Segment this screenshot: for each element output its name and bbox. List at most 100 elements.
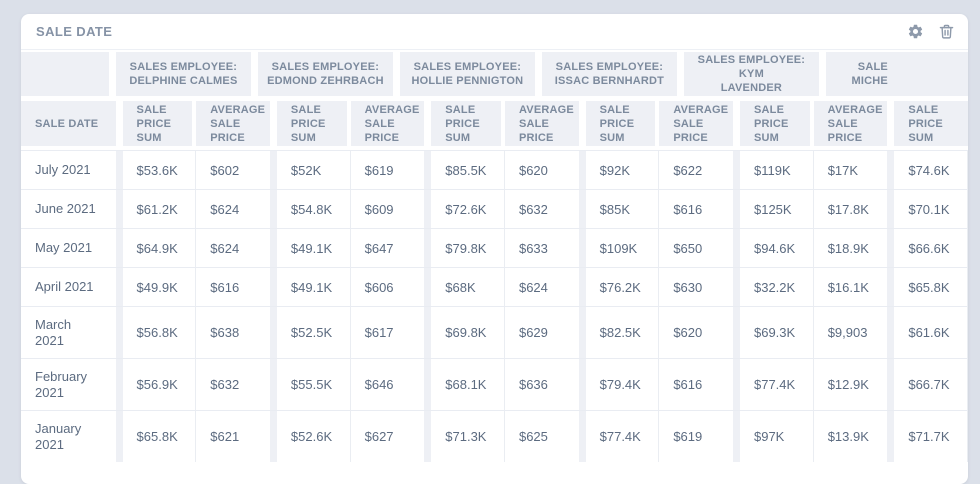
group-header: SALES EMPLOYEE: ISSAC BERNHARDT — [541, 52, 678, 96]
average-sale-price-cell: $616 — [210, 279, 240, 295]
column-gutter — [424, 151, 432, 189]
sale-price-sum-cell: $61.6K — [894, 307, 968, 358]
sale-price-sum-cell: $74.6K — [894, 151, 968, 189]
table-row: July 2021 $53.6K $602 $52K $619 $85.5K $620 $92… — [21, 150, 968, 189]
sale-price-sum-cell: $125K — [740, 190, 814, 228]
average-sale-price-cell: $12.9K — [827, 377, 869, 392]
group-header: SALES EMPLOYEE: KYM LAVENDER — [683, 52, 820, 96]
average-sale-price-cell: $617 — [364, 325, 394, 340]
average-sale-price-cell: $636 — [518, 377, 548, 392]
pivot-table-widget: SALE DATE SALES EMPLOYEE: DELPHINE CALME… — [21, 14, 968, 484]
sale-price-sum-cell: $97K — [740, 411, 814, 462]
sale-price-sum-cell: $82.5K — [586, 307, 660, 358]
sale-price-sum-cell: $68.1K — [431, 359, 505, 410]
sale-date-cell: May 2021 — [35, 240, 93, 255]
sale-price-sum-cell: $69.3K — [740, 307, 814, 358]
sale-price-sum-cell: $32.2K — [740, 268, 814, 306]
column-gutter — [424, 411, 432, 462]
table-row: May 2021 $64.9K $624 $49.1K $647 $79.8K $633 $1… — [21, 228, 968, 267]
average-sale-price-cell: $16.1K — [827, 279, 869, 295]
sale-price-sum-cell: $65.8K — [123, 411, 197, 462]
widget-titlebar: SALE DATE — [21, 14, 968, 50]
average-sale-price-cell: $17.8K — [827, 201, 869, 217]
column-gutter — [578, 190, 586, 228]
sale-price-sum-cell: $92K — [586, 151, 660, 189]
average-sale-price-header: AVERAGE SALE PRICE — [659, 101, 733, 146]
average-sale-price-cell: $646 — [364, 377, 394, 392]
average-sale-price-cell: $616 — [673, 201, 703, 217]
sale-price-sum-cell: $71.7K — [894, 411, 968, 462]
sale-price-sum-cell: $71.3K — [431, 411, 505, 462]
sale-date-cell: January 2021 — [35, 420, 82, 452]
column-gutter — [115, 359, 123, 410]
sale-price-sum-cell: $109K — [586, 229, 660, 267]
average-sale-price-cell: $619 — [673, 429, 703, 444]
sale-price-sum-cell: $53.6K — [123, 151, 197, 189]
average-sale-price-cell: $620 — [518, 162, 548, 178]
column-gutter — [269, 307, 277, 358]
sale-price-sum-header: SALE PRICE SUM — [431, 101, 505, 146]
sale-price-sum-cell: $56.8K — [123, 307, 197, 358]
sale-price-sum-cell: $52.5K — [277, 307, 351, 358]
sale-price-sum-cell: $77.4K — [740, 359, 814, 410]
average-sale-price-cell: $18.9K — [827, 240, 869, 256]
group-header: SALE MICHE — [825, 52, 968, 96]
trash-icon[interactable] — [937, 23, 955, 41]
column-gutter — [887, 229, 895, 267]
sale-price-sum-cell: $72.6K — [431, 190, 505, 228]
average-sale-price-cell: $609 — [364, 201, 394, 217]
average-sale-price-cell: $627 — [364, 429, 394, 444]
column-gutter — [887, 151, 895, 189]
sale-date-cell: March 2021 — [35, 316, 72, 348]
column-gutter — [424, 307, 432, 358]
average-sale-price-cell: $624 — [210, 240, 240, 256]
average-sale-price-cell: $616 — [673, 377, 703, 392]
sale-price-sum-header: SALE PRICE SUM — [739, 101, 814, 146]
average-sale-price-cell: $632 — [518, 201, 548, 217]
widget-title: SALE DATE — [36, 24, 113, 39]
sale-price-sum-cell: $52.6K — [277, 411, 351, 462]
average-sale-price-cell: $624 — [210, 201, 240, 217]
column-gutter — [116, 101, 123, 146]
sale-price-sum-header: SALE PRICE SUM — [585, 101, 660, 146]
column-gutter — [578, 411, 586, 462]
column-gutter — [579, 101, 586, 146]
sale-price-sum-header: SALE PRICE SUM — [122, 101, 197, 146]
sale-price-sum-cell: $94.6K — [740, 229, 814, 267]
sale-price-sum-header: SALE PRICE SUM — [894, 101, 968, 146]
sale-price-sum-cell: $66.7K — [894, 359, 968, 410]
sale-date-cell: April 2021 — [35, 279, 94, 294]
average-sale-price-cell: $638 — [210, 325, 240, 340]
sale-price-sum-cell: $49.1K — [277, 268, 351, 306]
column-gutter — [269, 190, 277, 228]
column-gutter — [115, 411, 123, 462]
column-headers-row: SALE DATE SALE PRICE SUM AVERAGE SALE PRIC… — [21, 101, 968, 146]
column-gutter — [270, 101, 277, 146]
column-gutter — [887, 359, 895, 410]
dashboard-canvas: { "colors": { "page_bg": "#dbe0e9", "car… — [21, 14, 968, 484]
column-gutter — [887, 268, 895, 306]
sale-date-cell: February 2021 — [35, 368, 88, 400]
average-sale-price-cell: $622 — [673, 162, 703, 178]
sale-price-sum-cell: $85.5K — [431, 151, 505, 189]
column-groups-row: SALES EMPLOYEE: DELPHINE CALMES SALES EMP… — [21, 52, 968, 96]
sale-price-sum-header: SALE PRICE SUM — [276, 101, 351, 146]
column-gutter — [733, 190, 740, 228]
table-row: January 2021 $65.8K $621 $52.6K $627 $71.3K $6… — [21, 410, 968, 462]
column-gutter — [115, 268, 123, 306]
gear-icon[interactable] — [906, 23, 924, 41]
widget-toolbar — [906, 23, 955, 41]
average-sale-price-cell: $647 — [364, 240, 394, 256]
column-gutter — [578, 151, 586, 189]
sale-price-sum-cell: $64.9K — [123, 229, 197, 267]
sale-price-sum-cell: $68K — [431, 268, 505, 306]
average-sale-price-cell: $632 — [210, 377, 240, 392]
column-gutter — [887, 307, 895, 358]
column-gutter — [424, 359, 432, 410]
average-sale-price-cell: $619 — [364, 162, 394, 178]
sale-price-sum-cell: $85K — [586, 190, 660, 228]
column-gutter — [424, 190, 432, 228]
sale-price-sum-cell: $56.9K — [123, 359, 197, 410]
sale-price-sum-cell: $79.8K — [431, 229, 505, 267]
column-gutter — [733, 268, 740, 306]
